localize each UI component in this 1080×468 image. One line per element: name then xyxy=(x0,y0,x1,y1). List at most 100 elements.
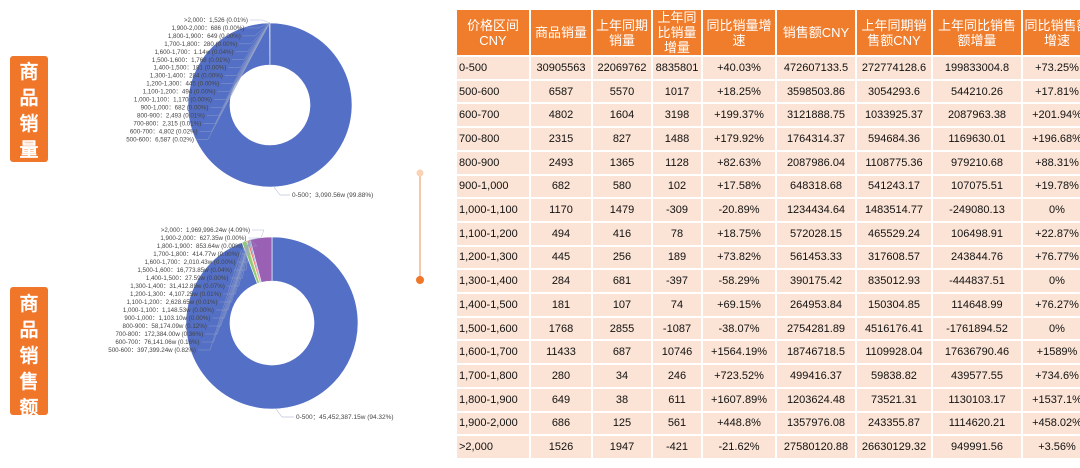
side-label-sales: 商品销售额 xyxy=(10,287,48,419)
table-cell: 541243.17 xyxy=(857,175,931,198)
donut-label-1,400-1,500: 1,400-1,500：27.59w (0.00%) xyxy=(146,275,229,282)
donut-label-line xyxy=(217,22,270,92)
table-cell: 1203624.48 xyxy=(777,388,855,411)
table-cell: 594684.36 xyxy=(857,128,931,150)
donut-label-line xyxy=(235,22,271,52)
table-cell: 1109928.04 xyxy=(857,341,931,364)
table-cell: 1,300-1,400 xyxy=(457,270,529,293)
table-cell: 649 xyxy=(531,388,591,411)
table-header-cell: 价格区间CNY xyxy=(457,10,529,55)
table-cell: 561 xyxy=(653,412,701,435)
donut-label-1,200-1,300: 1,200-1,300：445 (0.00%) xyxy=(146,81,219,88)
table-cell: 1479 xyxy=(593,199,651,221)
table-cell: 256 xyxy=(593,246,651,269)
timeline-connector xyxy=(416,169,424,284)
table-cell: 199833004.8 xyxy=(933,57,1021,79)
donut-label-1,600-1,700: 1,600-1,700：2,010.43w (0.00%) xyxy=(144,259,235,266)
table-cell: 74 xyxy=(653,294,701,316)
donut-label-900-1,000: 900-1,000：1,103.10w (0.00%) xyxy=(124,315,210,322)
table-cell: 499416.37 xyxy=(777,365,855,387)
table-row: 1,000-1,100 1170 1479 -309 -20.89% 1234434.64… xyxy=(457,199,1080,221)
table-cell: +179.92% xyxy=(703,128,775,150)
table-cell: >2,000 xyxy=(457,436,529,458)
donut-label-600-700: 600-700：76,141.06w (0.16%) xyxy=(115,339,199,346)
table-cell: 3054293.6 xyxy=(857,80,931,103)
table-cell: +3.56% xyxy=(1023,436,1080,458)
table-cell: 243355.87 xyxy=(857,412,931,435)
donut-label-1,800-1,900: 1,800-1,900：853.64w (0.00%) xyxy=(157,243,243,250)
table-cell: +76.27% xyxy=(1023,294,1080,316)
table-cell: -1761894.52 xyxy=(933,317,1021,340)
side-label-char: 商 xyxy=(19,293,39,315)
table-cell: +73.25% xyxy=(1023,57,1080,79)
table-cell: 500-600 xyxy=(457,80,529,103)
donut-label-line xyxy=(230,239,251,279)
table-cell: -21.62% xyxy=(703,436,775,458)
table-cell: +18.75% xyxy=(703,222,775,245)
table-cell: -421 xyxy=(653,436,701,458)
table-cell: 18746718.5 xyxy=(777,341,855,364)
table-cell: 1,200-1,300 xyxy=(457,246,529,269)
table-cell: +69.15% xyxy=(703,294,775,316)
table-cell: 835012.93 xyxy=(857,270,931,293)
table-cell: -444837.51 xyxy=(933,270,1021,293)
table-cell: 2493 xyxy=(531,151,591,174)
table-cell: 17636790.46 xyxy=(933,341,1021,364)
table-cell: +196.68% xyxy=(1023,128,1080,150)
donut-label-800-900: 800-900：58,174.09w (0.12%) xyxy=(123,323,207,330)
table-cell: 544210.26 xyxy=(933,80,1021,103)
table-cell: -249080.13 xyxy=(933,199,1021,221)
table-cell: 687 xyxy=(593,341,651,364)
table-cell: 22069762 xyxy=(593,57,651,79)
table-cell: 572028.15 xyxy=(777,222,855,245)
table-cell: 682 xyxy=(531,175,591,198)
sales-donut-chart: 500-600：397,399.24w (0.82%)600-700：76,14… xyxy=(108,227,393,421)
donut-label-1,900-2,000: 1,900-2,000：627.35w (0.00%) xyxy=(160,235,246,242)
donut-label-line xyxy=(228,22,270,68)
side-label-quantity: 商品销量 xyxy=(10,56,48,162)
table-row: 700-800 2315 827 1488 +179.92% 1764314.37 5946… xyxy=(457,128,1080,150)
donut-label->2,000: >2,000：1,969,996.24w (4.09%) xyxy=(161,227,250,234)
table-cell: 600-700 xyxy=(457,104,529,127)
table-cell: 26630129.32 xyxy=(857,436,931,458)
donut-label-line xyxy=(214,22,270,100)
table-cell: 2855 xyxy=(593,317,651,340)
table-cell: +22.87% xyxy=(1023,222,1080,245)
table-row: 1,100-1,200 494 416 78 +18.75% 572028.15 46552… xyxy=(457,222,1080,245)
table-cell: 580 xyxy=(593,175,651,198)
table-cell: 1114620.21 xyxy=(933,412,1021,435)
table-cell: 2754281.89 xyxy=(777,317,855,340)
donut-label-0-500: 0-500：3,090.56w (99.88%) xyxy=(292,192,373,199)
table-cell: 284 xyxy=(531,270,591,293)
donut-slice-0-500 xyxy=(187,22,353,188)
table-cell: 3198 xyxy=(653,104,701,127)
table-header-cell: 同比销量增速 xyxy=(703,10,775,55)
table-header-cell: 同比销售额增速 xyxy=(1023,10,1080,55)
table-cell: 1947 xyxy=(593,436,651,458)
donut-label-700-800: 700-800：2,315 (0.01%) xyxy=(133,120,201,127)
donut-label-line xyxy=(223,239,250,295)
table-cell: 150304.85 xyxy=(857,294,931,316)
donut-label-1,000-1,100: 1,000-1,100：1,170 (0.00%) xyxy=(134,97,212,104)
table-cell: 189 xyxy=(653,246,701,269)
table-cell: 1483514.77 xyxy=(857,199,931,221)
table-cell: 10746 xyxy=(653,341,701,364)
table-cell: 1130103.17 xyxy=(933,388,1021,411)
table-cell: 1,100-1,200 xyxy=(457,222,529,245)
donut-label-line xyxy=(210,22,270,108)
table-cell: +734.6% xyxy=(1023,365,1080,387)
table-cell: 827 xyxy=(593,128,651,150)
table-cell: 59838.82 xyxy=(857,365,931,387)
donut-label-line xyxy=(248,237,261,241)
table-cell: 246 xyxy=(653,365,701,387)
table-row: >2,000 1526 1947 -421 -21.62% 27580120.88 2663… xyxy=(457,436,1080,458)
table-cell: 0% xyxy=(1023,270,1080,293)
table-row: 1,300-1,400 284 681 -397 -58.29% 390175.42 835… xyxy=(457,270,1080,293)
table-cell: 390175.42 xyxy=(777,270,855,293)
table-row: 800-900 2493 1365 1128 +82.63% 2087986.04 1108… xyxy=(457,151,1080,174)
table-cell: 900-1,000 xyxy=(457,175,529,198)
table-row: 600-700 4802 1604 3198 +199.37% 3121888.75 103… xyxy=(457,104,1080,127)
table-cell: 1,400-1,500 xyxy=(457,294,529,316)
table-cell: 0% xyxy=(1023,317,1080,340)
donut-label-1,700-1,800: 1,700-1,800：280 (0.00%) xyxy=(164,41,237,48)
